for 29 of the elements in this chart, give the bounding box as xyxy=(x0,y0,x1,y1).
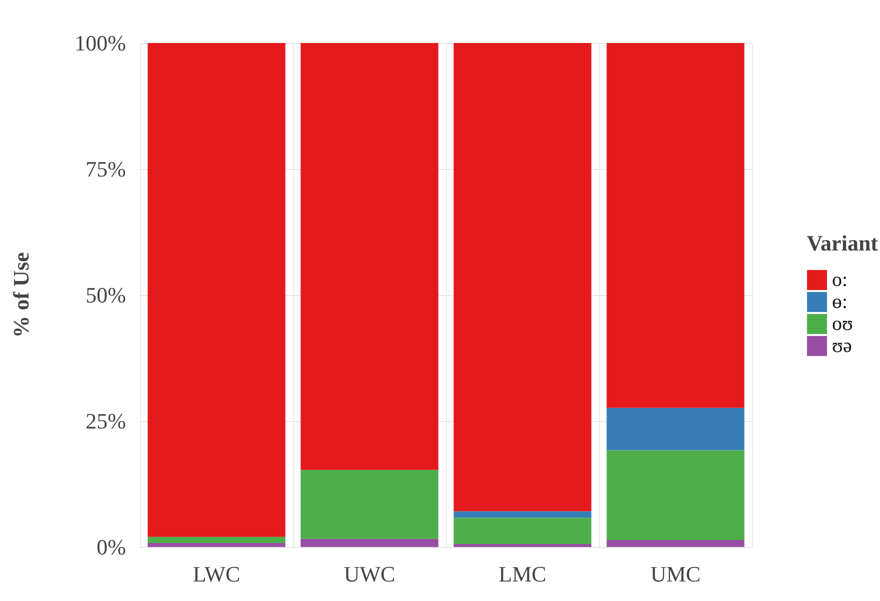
bar xyxy=(454,518,592,544)
bar xyxy=(454,544,592,547)
bar xyxy=(300,538,438,547)
bar xyxy=(454,43,592,512)
legend-title: Variant xyxy=(806,230,879,256)
y-tick-label: 100% xyxy=(74,30,126,56)
y-tick-label: 50% xyxy=(86,282,126,308)
bar xyxy=(300,43,438,470)
legend-label: ʊə xyxy=(832,335,852,357)
x-tick-label: UWC xyxy=(344,562,396,586)
y-axis-title: % of Use xyxy=(8,252,34,338)
bar xyxy=(606,540,744,547)
bar xyxy=(454,511,592,518)
y-tick-label: 0% xyxy=(96,534,126,560)
bar xyxy=(300,470,438,539)
bar xyxy=(606,408,744,450)
legend-label: o: xyxy=(832,269,848,291)
bar xyxy=(606,450,744,540)
bar xyxy=(148,542,286,547)
y-tick-label: 75% xyxy=(86,156,126,182)
x-tick-label: UMC xyxy=(650,562,701,586)
bar xyxy=(148,43,286,537)
legend-label: oʊ xyxy=(832,313,854,335)
bar xyxy=(606,43,744,408)
bar xyxy=(148,536,286,543)
x-tick-label: LMC xyxy=(498,562,546,586)
x-tick-label: LWC xyxy=(192,562,240,586)
y-tick-label: 25% xyxy=(86,408,126,434)
legend-label: ɵ: xyxy=(832,291,848,313)
